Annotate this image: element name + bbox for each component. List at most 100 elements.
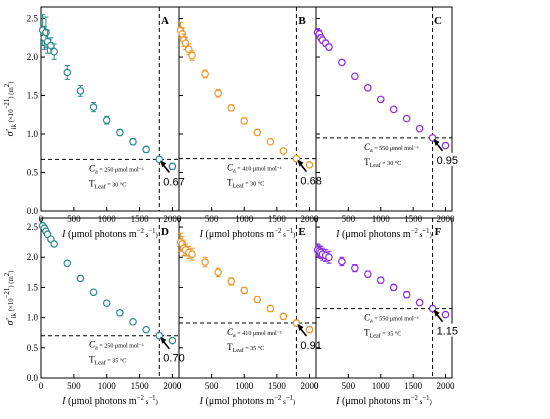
callout-box: [433, 323, 461, 337]
data-point: [201, 70, 209, 78]
x-tick-label: 2000: [437, 214, 456, 224]
data-point: [227, 277, 235, 286]
chart-panel-d: 0 500 1000 1500 2000 0.0 0.5 1.0 1.5 2.0 2.5 D Ca = …: [4, 217, 188, 407]
callout-value: 0.91: [300, 340, 321, 352]
x-tick-label: 500: [67, 214, 81, 224]
data-point: [402, 114, 411, 123]
panel-label: E: [298, 226, 305, 238]
callout-arrowhead: [297, 324, 304, 332]
y-axis-label: σ′ik (×10−21) (m2): [4, 271, 18, 326]
data-point: [338, 58, 346, 67]
data-point: [376, 276, 385, 284]
data-point: [389, 105, 398, 114]
chart-panel-f: 0 500 1000 1500 2000 F Ca = 550 μmol mol⁻¹ TLea…: [314, 217, 461, 407]
x-axis-label: I (μmol photons m−2 s−1): [199, 395, 296, 407]
x-tick-label: 2000: [300, 214, 319, 224]
plot-frame: [315, 6, 453, 212]
data-point: [338, 257, 346, 266]
callout-value: 1.15: [437, 326, 458, 338]
x-tick-label: 500: [342, 381, 356, 391]
ca-annotation: Ca = 410 μmol mol⁻¹: [227, 163, 282, 175]
ca-annotation: Ca = 410 μmol mol⁻¹: [227, 327, 282, 339]
x-axis-label: I (μmol photons m−2 s−1): [199, 228, 296, 240]
data-point: [214, 89, 222, 98]
x-tick-label: 1000: [98, 381, 117, 391]
data-point: [415, 298, 424, 307]
x-tick-label: 1000: [98, 214, 117, 224]
y-axis-label-group: σ′ik (×10−21) (m2): [4, 271, 18, 326]
data-point: [402, 290, 411, 299]
x-tick-label: 1500: [404, 214, 423, 224]
x-tick-label: 2000: [163, 381, 182, 391]
y-tick-label: 2.0: [27, 252, 39, 262]
tleaf-annotation: TLeaf = 35 °C: [364, 328, 401, 340]
data-point: [325, 43, 333, 51]
y-tick-label: 0.0: [27, 373, 39, 383]
data-point: [63, 68, 72, 77]
data-point: [325, 253, 333, 262]
callout-arrowhead: [160, 336, 167, 344]
data-point: [214, 268, 222, 277]
data-point: [376, 95, 385, 104]
tleaf-annotation: TLeaf = 30 °C: [227, 178, 264, 190]
x-axis-label: I (μmol photons m−2 s−1): [335, 395, 432, 407]
data-point: [240, 286, 249, 295]
x-tick-label: 1500: [131, 214, 150, 224]
data-point: [415, 124, 424, 133]
x-axis-label: I (μmol photons m−2 s−1): [61, 228, 158, 240]
x-tick-label: 500: [205, 214, 219, 224]
data-point: [168, 162, 177, 171]
y-tick-label: 2.0: [27, 52, 39, 62]
data-point: [116, 308, 124, 317]
panel-label: C: [434, 15, 442, 27]
callout-value: 0.67: [163, 176, 184, 188]
x-tick-label: 500: [67, 381, 81, 391]
callout-arrowhead: [433, 309, 440, 317]
data-point: [129, 318, 137, 326]
data-point: [351, 72, 359, 81]
y-tick-label: 1.0: [27, 313, 39, 323]
data-point: [188, 250, 196, 259]
panel-label: B: [298, 15, 306, 27]
y-tick-label: 1.0: [27, 129, 39, 139]
x-tick-label: 2000: [300, 381, 319, 391]
callout-value: 0.70: [163, 353, 184, 365]
callout-box: [160, 174, 188, 188]
plot-frame: [178, 6, 317, 212]
tleaf-annotation: TLeaf = 35 °C: [227, 342, 264, 354]
plot-frame: [178, 217, 317, 379]
data-point: [266, 137, 275, 146]
data-point: [227, 104, 235, 112]
y-tick-label: 2.5: [27, 14, 39, 24]
data-point: [89, 103, 98, 111]
data-point: [102, 116, 111, 124]
data-point: [351, 264, 359, 272]
data-point: [389, 283, 398, 292]
plot-frame: [40, 6, 180, 212]
x-tick-label: 1000: [372, 214, 391, 224]
callout-arrowhead: [433, 138, 440, 146]
plot-frame: [40, 217, 180, 379]
callout-box: [433, 152, 461, 166]
data-point: [116, 128, 124, 137]
x-tick-label: 2000: [163, 214, 182, 224]
y-tick-label: 0.5: [27, 168, 39, 178]
data-point: [188, 51, 196, 60]
plot-frame: [315, 217, 453, 379]
data-point: [279, 147, 288, 155]
x-tick-label: 1000: [372, 381, 391, 391]
callout-box: [160, 350, 188, 364]
data-point: [266, 304, 275, 313]
x-tick-label: 2000: [437, 381, 456, 391]
x-tick-label: 1500: [268, 214, 287, 224]
callout-arrowhead: [160, 160, 167, 168]
data-point: [89, 288, 98, 297]
x-tick-label: 0: [39, 381, 44, 391]
y-tick-label: 1.5: [27, 91, 39, 101]
data-point: [441, 310, 450, 319]
tleaf-annotation: TLeaf = 30 °C: [364, 157, 401, 169]
y-tick-label: 1.5: [27, 282, 39, 292]
x-tick-label: 1500: [131, 381, 150, 391]
data-point: [364, 270, 372, 278]
